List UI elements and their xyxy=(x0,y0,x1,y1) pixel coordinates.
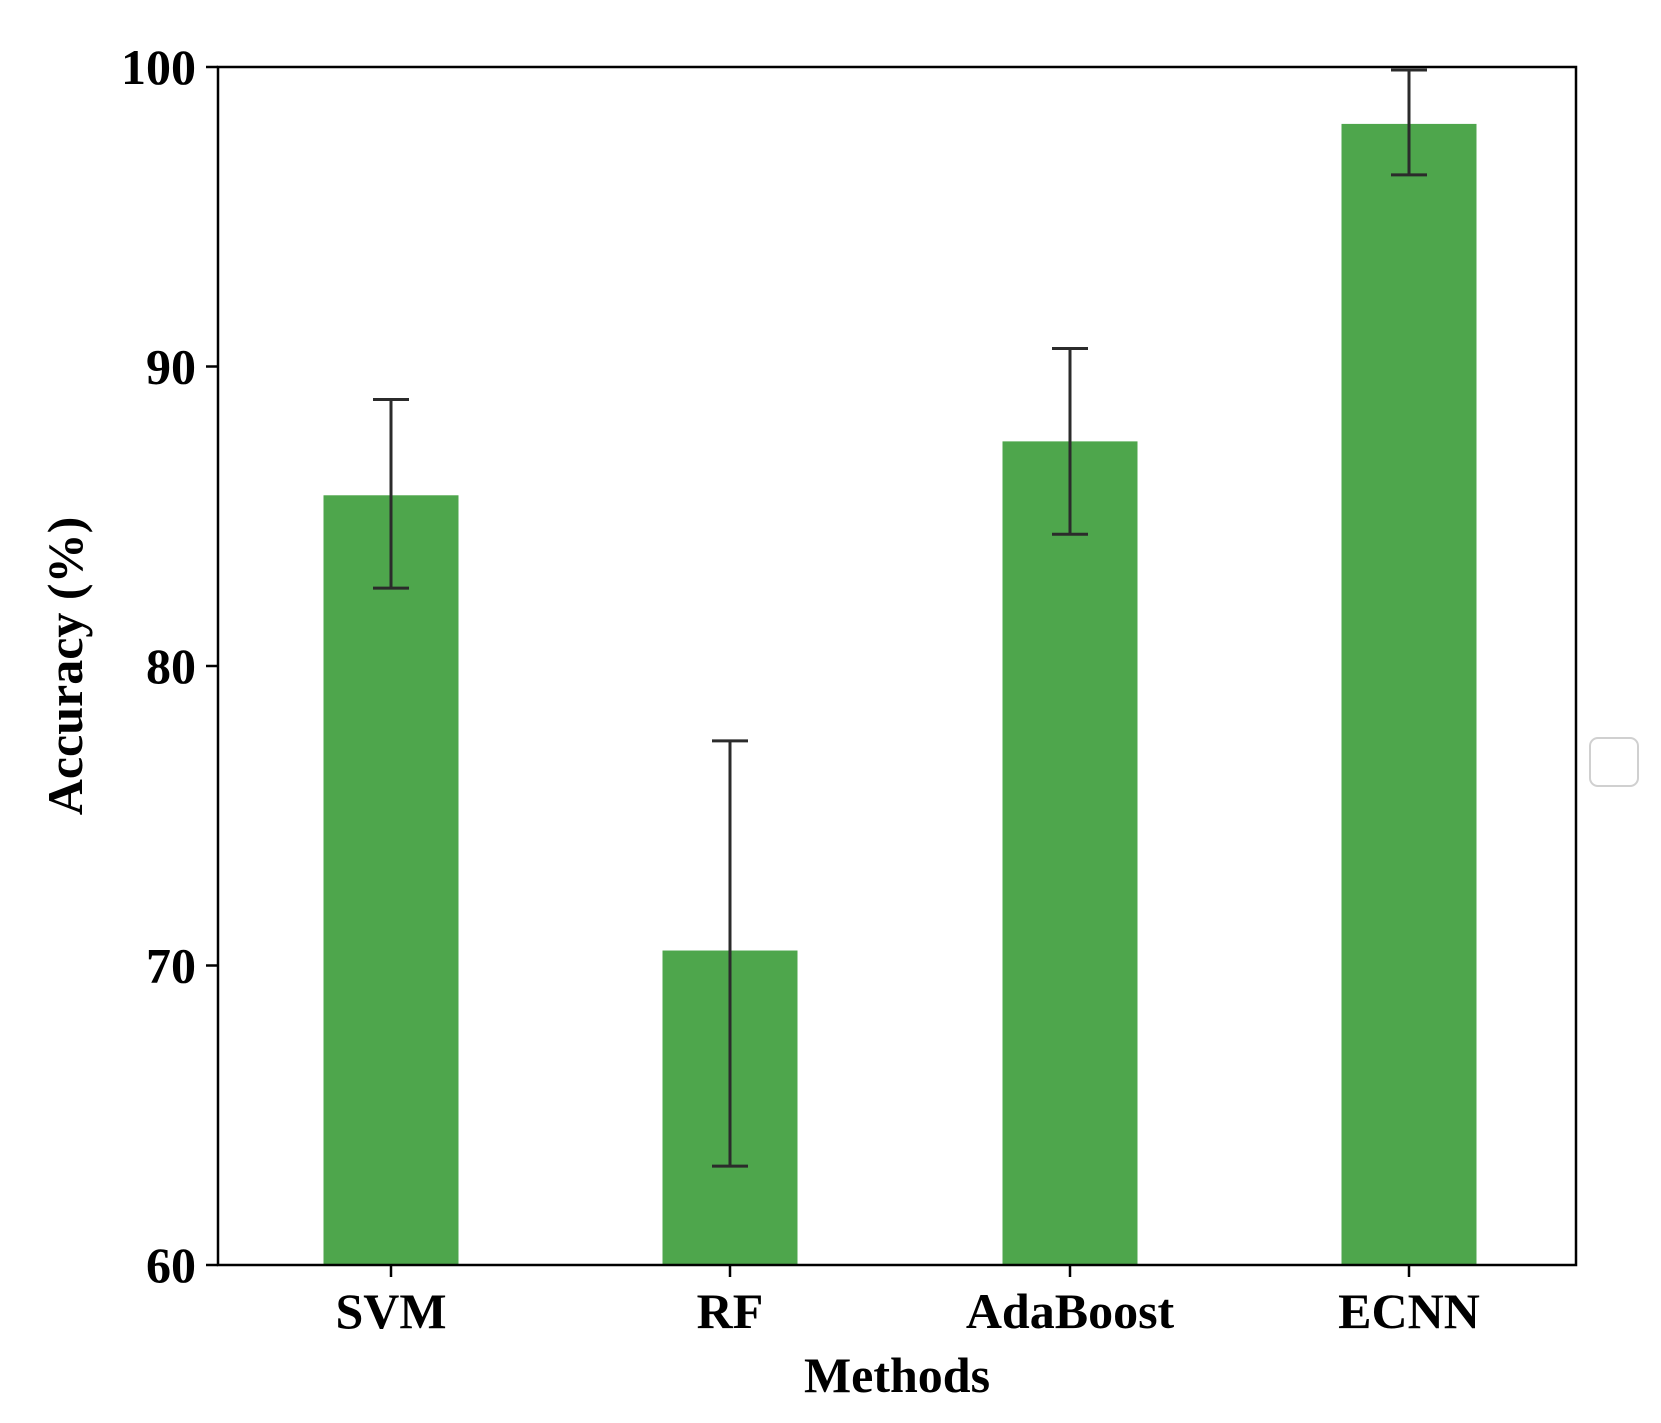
x-axis-title: Methods xyxy=(804,1347,990,1403)
legend-box xyxy=(1589,737,1639,787)
y-axis: 60 70 80 90 100 xyxy=(121,39,218,1293)
bar-svm xyxy=(323,495,459,1265)
y-tick-label-90: 90 xyxy=(146,339,196,395)
y-tick-label-100: 100 xyxy=(121,39,196,95)
x-axis: SVM RF AdaBoost ECNN xyxy=(335,1265,1480,1339)
y-tick-label-80: 80 xyxy=(146,638,196,694)
x-tick-label-adaboost: AdaBoost xyxy=(966,1283,1175,1339)
error-bars-group xyxy=(373,68,1427,1168)
y-axis-title: Accuracy (%) xyxy=(37,517,93,816)
y-tick-label-60: 60 xyxy=(146,1237,196,1293)
x-tick-label-rf: RF xyxy=(697,1283,764,1339)
bar-ecnn xyxy=(1341,123,1477,1265)
x-tick-label-svm: SVM xyxy=(335,1283,446,1339)
y-tick-label-70: 70 xyxy=(146,938,196,994)
x-tick-label-ecnn: ECNN xyxy=(1338,1283,1480,1339)
bars-group xyxy=(323,123,1477,1265)
bar-adaboost xyxy=(1002,441,1138,1265)
